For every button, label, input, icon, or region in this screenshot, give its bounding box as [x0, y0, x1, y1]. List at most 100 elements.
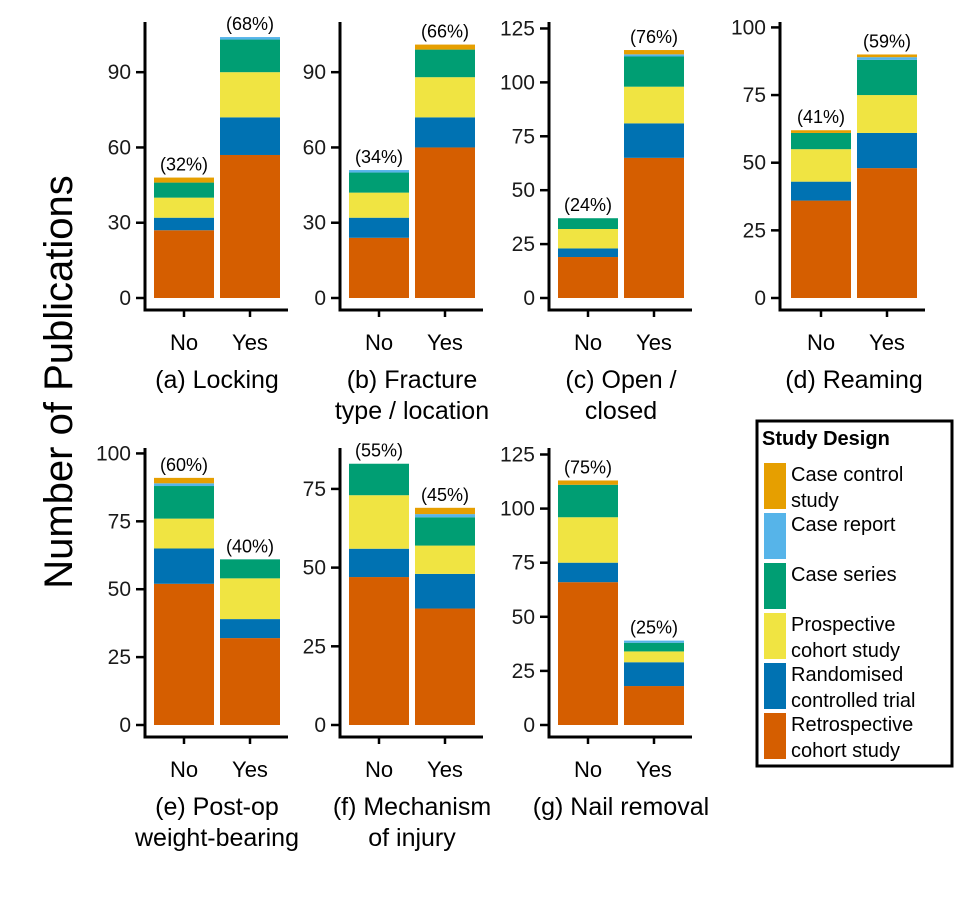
category-label-no: No: [574, 330, 602, 355]
bar-segment-retrospective-yes: [857, 168, 917, 298]
bar-segment-case_control-no: [154, 477, 214, 484]
category-label-no: No: [170, 330, 198, 355]
bar-segment-prospective-no: [558, 229, 618, 249]
bar-segment-prospective-yes: [415, 545, 475, 574]
legend-label-rct: controlled trial: [791, 690, 916, 712]
category-label-yes: Yes: [427, 330, 463, 355]
bar-segment-case_report-yes: [624, 54, 684, 57]
bar-segment-retrospective-no: [154, 230, 214, 298]
y-tick-label: 75: [512, 552, 535, 575]
bar-segment-case_report-no: [349, 170, 409, 173]
percent-label: (24%): [564, 195, 612, 215]
y-tick-label: 100: [500, 498, 535, 521]
legend-box: [755, 419, 954, 768]
bar-segment-prospective-yes: [624, 86, 684, 124]
y-tick-label: 50: [512, 606, 535, 629]
bar-segment-prospective-yes: [624, 651, 684, 663]
category-label-no: No: [365, 330, 393, 355]
y-tick-label: 30: [303, 212, 326, 235]
category-label-yes: Yes: [869, 330, 905, 355]
y-tick-label: 100: [500, 71, 535, 94]
y-tick-label: 75: [303, 478, 326, 501]
y-axis-title: Number of Publications: [37, 175, 81, 589]
bar-segment-case_control-yes: [857, 54, 917, 58]
x-axis-title-line: weight-bearing: [134, 824, 299, 852]
bar-segment-prospective-yes: [857, 95, 917, 133]
chart-panel-5: (60%) No (40%) Yes 0 25 50 75 100 (e) Post-op weig…: [96, 442, 299, 852]
y-tick-label: 75: [743, 84, 766, 107]
bar-segment-case_series-no: [791, 132, 851, 150]
bar-segment-case_control-no: [791, 130, 851, 133]
x-axis-title-line: of injury: [368, 824, 456, 852]
legend-label-case_control: Case control: [791, 464, 903, 486]
bar-segment-case_series-yes: [220, 559, 280, 579]
bar-segment-case_series-yes: [415, 517, 475, 546]
category-label-no: No: [807, 330, 835, 355]
legend-label-case_report: Case report: [791, 514, 896, 536]
bar-segment-prospective-no: [154, 518, 214, 549]
x-axis-title-line: (e) Post-op: [155, 793, 279, 821]
bar-segment-retrospective-yes: [624, 157, 684, 298]
legend-label-retrospective: Retrospective: [791, 714, 913, 736]
y-tick-label: 0: [523, 287, 535, 310]
legend-label-case_control: study: [791, 490, 839, 512]
bar-segment-case_control-yes: [415, 44, 475, 50]
bar-segment-case_report-yes: [415, 514, 475, 518]
bar-segment-prospective-yes: [220, 578, 280, 620]
category-label-yes: Yes: [232, 757, 268, 782]
category-label-yes: Yes: [427, 757, 463, 782]
legend-label-retrospective: cohort study: [791, 740, 900, 762]
bar-segment-case_series-yes: [624, 642, 684, 652]
percent-label: (60%): [160, 455, 208, 475]
bar-segment-retrospective-yes: [220, 154, 280, 298]
y-tick-label: 50: [303, 557, 326, 580]
bar-segment-case_series-no: [558, 484, 618, 518]
percent-label: (59%): [863, 31, 911, 51]
y-tick-label: 50: [512, 179, 535, 202]
y-tick-label: 25: [512, 233, 535, 256]
chart-panel-6: (55%) No (45%) Yes 0 25 50 75 (f) Mechanism of in…: [303, 441, 492, 852]
legend-swatch-case_control: [764, 463, 786, 509]
bar-segment-rct-no: [154, 548, 214, 584]
y-tick-label: 75: [512, 125, 535, 148]
legend-title: Study Design: [762, 428, 890, 450]
x-axis-title-line: (g) Nail removal: [533, 793, 709, 821]
percent-label: (41%): [797, 107, 845, 127]
bar-segment-prospective-no: [154, 197, 214, 218]
bar-segment-rct-yes: [220, 117, 280, 155]
y-tick-label: 60: [108, 136, 131, 159]
bar-segment-case_series-yes: [415, 49, 475, 78]
bar-segment-case_control-no: [154, 177, 214, 183]
legend-label-prospective: Prospective: [791, 614, 896, 636]
bar-segment-prospective-no: [558, 517, 618, 563]
percent-label: (45%): [421, 485, 469, 505]
category-label-no: No: [365, 757, 393, 782]
chart-panel-4: (41%) No (59%) Yes 0 25 50 75 100 (d) Reaming: [731, 16, 925, 394]
y-tick-label: 25: [743, 219, 766, 242]
bar-segment-case_series-yes: [624, 56, 684, 87]
bar-segment-rct-no: [558, 562, 618, 583]
percent-label: (55%): [355, 441, 403, 461]
bar-segment-retrospective-no: [154, 583, 214, 725]
chart-panel-1: (32%) No (68%) Yes 0 30 60 90 (a) Locking: [108, 14, 288, 394]
bar-segment-prospective-no: [791, 149, 851, 182]
x-axis-title-line: (c) Open /: [565, 366, 676, 394]
category-label-no: No: [574, 757, 602, 782]
x-axis-title-line: closed: [585, 397, 657, 425]
bar-segment-case_report-no: [154, 483, 214, 487]
y-tick-label: 125: [500, 443, 535, 466]
y-tick-label: 50: [743, 152, 766, 175]
bar-segment-retrospective-yes: [624, 686, 684, 725]
y-tick-label: 125: [500, 17, 535, 40]
x-axis-title-line: (a) Locking: [155, 366, 279, 394]
chart-panel-7: (75%) No (25%) Yes 0 25 50 75 100 125 (g) Nail rem…: [500, 443, 709, 821]
bar-segment-case_series-no: [349, 172, 409, 193]
y-tick-label: 100: [96, 442, 131, 465]
legend-swatch-case_series: [764, 563, 786, 609]
bar-segment-case_series-no: [154, 486, 214, 519]
y-tick-label: 0: [314, 714, 326, 737]
x-axis-title-line: type / location: [335, 397, 489, 425]
bar-segment-case_series-no: [558, 218, 618, 229]
bar-segment-prospective-no: [349, 192, 409, 218]
